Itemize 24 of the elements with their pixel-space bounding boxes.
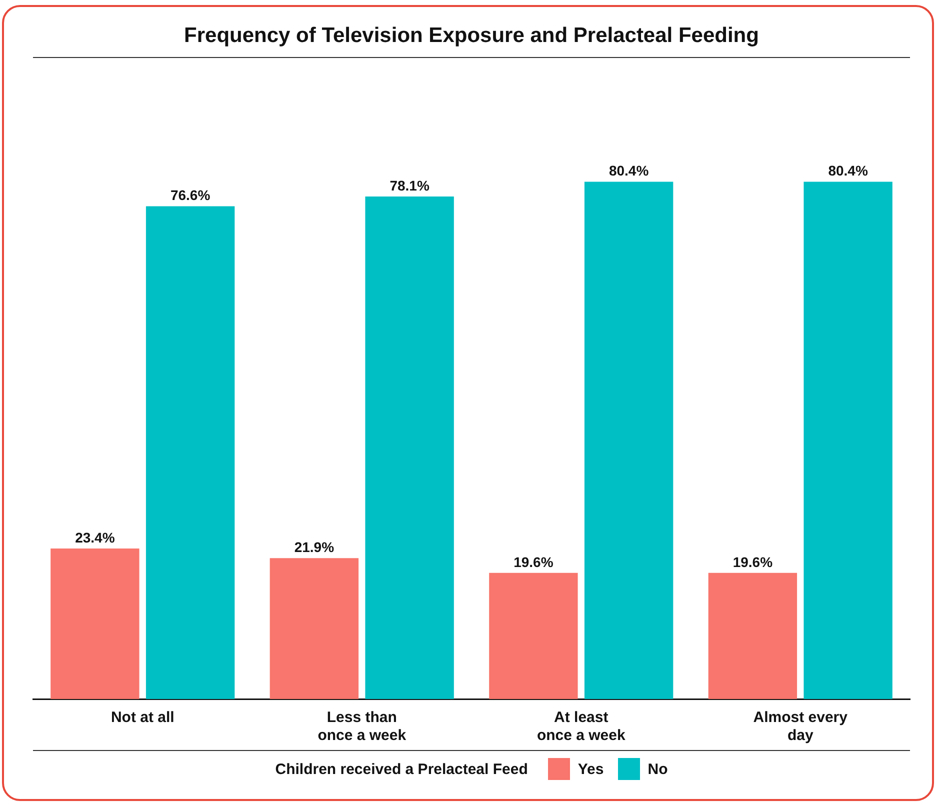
bar <box>584 182 674 699</box>
legend-label: Yes <box>578 760 604 778</box>
legend-label: No <box>648 760 668 778</box>
data-label: 80.4% <box>828 162 868 179</box>
data-label: 19.6% <box>514 554 554 570</box>
bar <box>804 182 892 699</box>
chart-title: Frequency of Television Exposure and Prelacteal Feeding <box>183 24 760 48</box>
data-label: 19.6% <box>732 554 774 570</box>
bar <box>708 572 798 699</box>
data-label: 23.4% <box>75 529 116 546</box>
bar <box>270 558 359 699</box>
x-tick-label: Less than once a week <box>318 709 407 744</box>
bar <box>146 206 235 699</box>
data-label: 80.4% <box>608 162 650 179</box>
legend-title: Children received a Prelacteal Feed <box>275 760 528 778</box>
x-tick-label: Not at all <box>110 709 174 726</box>
data-label: 21.9% <box>294 538 335 555</box>
bar <box>50 548 140 699</box>
x-tick-label: Almost every day <box>753 709 848 744</box>
bar <box>365 196 454 699</box>
x-tick-label: At least once a week <box>536 709 626 744</box>
data-label: 76.6% <box>170 187 211 204</box>
data-label: 78.1% <box>390 177 430 194</box>
bar <box>489 572 578 699</box>
